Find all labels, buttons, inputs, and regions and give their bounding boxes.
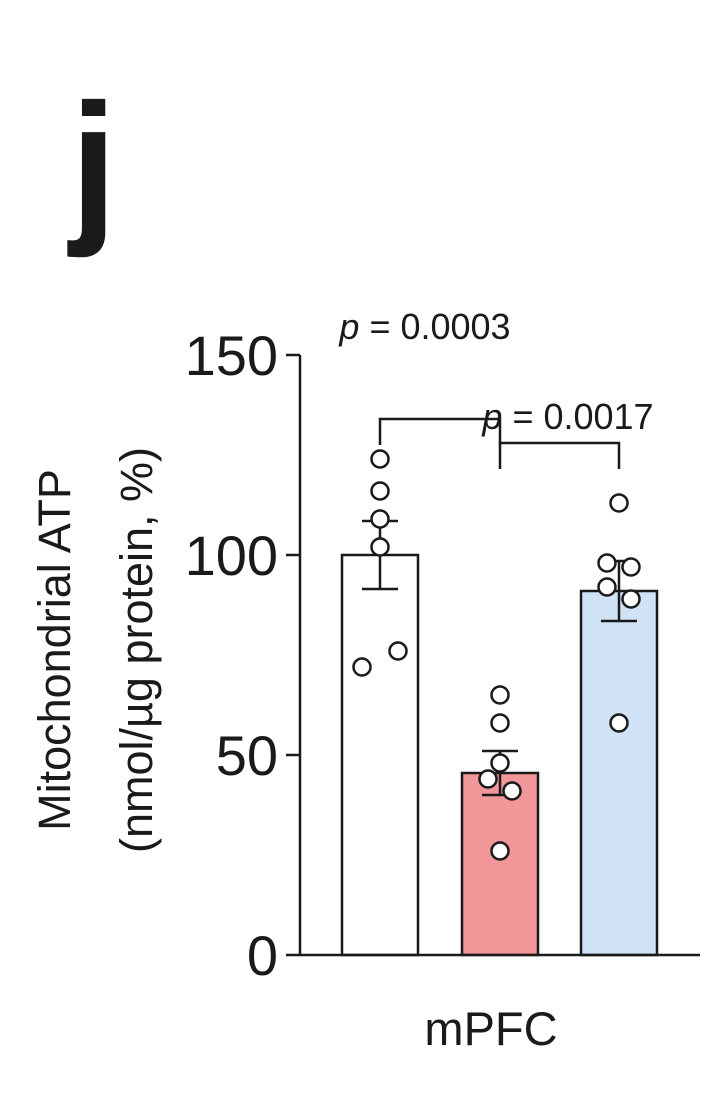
y-axis-title-line-2: (nmol/µg protein, %) (111, 447, 162, 853)
y-axis-title: Mitochondrial ATP (nmol/µg protein, %) (29, 447, 162, 853)
y-axis-title-line-1: Mitochondrial ATP (29, 469, 80, 831)
data-points (352, 449, 641, 861)
p-symbol: p (338, 306, 359, 347)
data-point (352, 657, 372, 677)
data-point (490, 753, 510, 773)
panel-label: j (67, 69, 117, 259)
p-value: = 0.0017 (502, 396, 653, 437)
p-symbol: p (481, 396, 502, 437)
data-point (621, 589, 641, 609)
bar (460, 771, 540, 957)
data-point (597, 577, 617, 597)
bar (579, 589, 659, 957)
data-point (490, 685, 510, 705)
p-value-label: p = 0.0017 (481, 396, 653, 437)
data-point (502, 781, 522, 801)
data-point (370, 509, 390, 529)
y-tick-label: 100 (185, 524, 278, 587)
significance-bracket (498, 441, 621, 469)
data-point (370, 481, 390, 501)
data-point (621, 557, 641, 577)
data-point (609, 493, 629, 513)
data-point (370, 449, 390, 469)
bar (340, 553, 420, 957)
significance-bracket (378, 417, 502, 445)
p-value: = 0.0003 (359, 306, 510, 347)
p-value-label: p = 0.0003 (338, 306, 510, 347)
data-point (388, 641, 408, 661)
x-axis-label: mPFC (424, 1002, 557, 1055)
data-point (478, 769, 498, 789)
y-axis-ticks: 0 50 100 150 (185, 324, 300, 987)
y-tick-label: 50 (216, 724, 278, 787)
data-point (490, 713, 510, 733)
data-point (370, 537, 390, 557)
y-tick-label: 150 (185, 324, 278, 387)
y-tick-label: 0 (247, 924, 278, 987)
data-point (597, 553, 617, 573)
data-point (609, 713, 629, 733)
data-point (490, 841, 510, 861)
